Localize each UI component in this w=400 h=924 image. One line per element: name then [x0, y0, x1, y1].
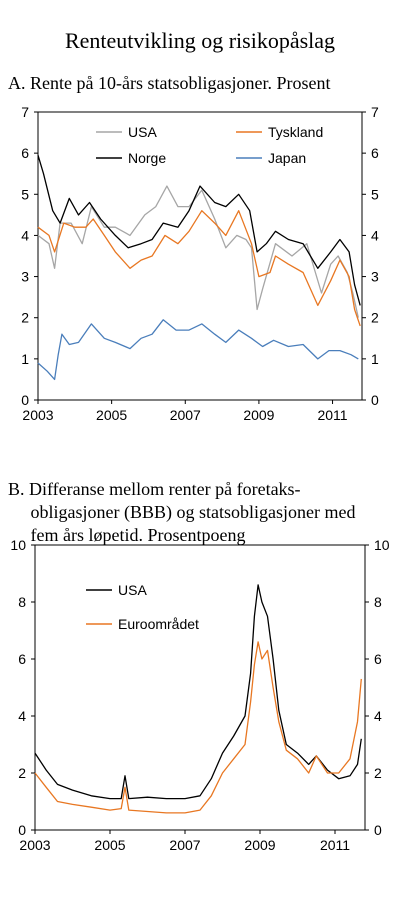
y-tick-label-left: 2: [21, 310, 29, 326]
y-tick-label-left: 6: [18, 651, 26, 667]
series-line-usa: [37, 185, 359, 318]
y-tick-label-right: 6: [374, 651, 382, 667]
panel-b-subtitle-line-3: fem års løpetid. Prosentpoeng: [8, 525, 246, 545]
panel-b-subtitle: B. Differanse mellom renter på foretaks-…: [8, 478, 355, 547]
y-tick-label-left: 7: [21, 104, 29, 120]
y-tick-label-right: 2: [374, 765, 382, 781]
legend-label-euroomr-det: Euroområdet: [118, 616, 199, 632]
y-tick-label-right: 4: [374, 708, 382, 724]
plot-frame: [37, 111, 363, 401]
y-tick-label-left: 4: [18, 708, 26, 724]
chart-panel-a: 0 0 1 1 2 2 3 3 4 4 5 5 6 6 7 7 2003 2005 2007 2009 2011 USA T…: [21, 104, 379, 423]
y-tick-label-left: 0: [21, 392, 29, 408]
y-tick-label-left: 0: [18, 822, 26, 838]
series-line-usa: [34, 584, 362, 800]
x-tick-label: 2011: [320, 837, 350, 853]
panel-a-subtitle: A. Rente på 10-års statsobligasjoner. Pr…: [8, 73, 331, 93]
y-tick-label-right: 1: [371, 351, 379, 367]
y-tick-label-right: 2: [371, 310, 379, 326]
legend-label-usa: USA: [118, 582, 147, 598]
series-line-tyskland: [37, 210, 361, 327]
y-tick-label-left: 1: [21, 351, 29, 367]
legend-label-usa: USA: [128, 124, 157, 140]
y-tick-label-right: 5: [371, 186, 379, 202]
legend-label-norge: Norge: [128, 150, 166, 166]
y-tick-label-right: 6: [371, 145, 379, 161]
x-tick-label: 2009: [244, 837, 275, 853]
y-tick-label-left: 10: [10, 537, 26, 553]
series-line-euroomr-det: [34, 641, 362, 814]
y-tick-label-left: 2: [18, 765, 26, 781]
x-tick-label: 2009: [243, 407, 274, 423]
x-tick-label: 2005: [96, 407, 127, 423]
x-tick-label: 2005: [94, 837, 125, 853]
y-tick-label-right: 8: [374, 594, 382, 610]
legend-label-japan: Japan: [268, 150, 306, 166]
y-tick-label-right: 10: [374, 537, 390, 553]
y-tick-label-left: 6: [21, 145, 29, 161]
y-tick-label-right: 3: [371, 269, 379, 285]
y-tick-label-left: 4: [21, 227, 29, 243]
y-tick-label-left: 8: [18, 594, 26, 610]
x-tick-label: 2003: [19, 837, 50, 853]
page-title: Renteutvikling og risikopåslag: [64, 28, 336, 53]
panel-b-subtitle-line-2: obligasjoner (BBB) og statsobligasjoner …: [8, 502, 356, 522]
y-tick-label-left: 5: [21, 186, 29, 202]
series-line-japan: [37, 319, 359, 381]
x-tick-label: 2011: [317, 407, 347, 423]
chart-panel-b: 0 0 2 2 4 4 6 6 8 8 10 10 2003 2005 2007 2009 2011 USA Eur…: [10, 537, 390, 853]
y-tick-label-left: 3: [21, 269, 29, 285]
panel-b-subtitle-line-1: B. Differanse mellom renter på foretaks-: [8, 479, 301, 499]
series-line-norge: [37, 155, 361, 306]
y-tick-label-right: 0: [374, 822, 382, 838]
x-tick-label: 2007: [169, 837, 200, 853]
legend-label-tyskland: Tyskland: [268, 124, 323, 140]
y-tick-label-right: 0: [371, 392, 379, 408]
y-tick-label-right: 4: [371, 227, 379, 243]
y-tick-label-right: 7: [371, 104, 379, 120]
x-tick-label: 2007: [170, 407, 201, 423]
x-tick-label: 2003: [22, 407, 53, 423]
plot-frame: [34, 544, 366, 831]
